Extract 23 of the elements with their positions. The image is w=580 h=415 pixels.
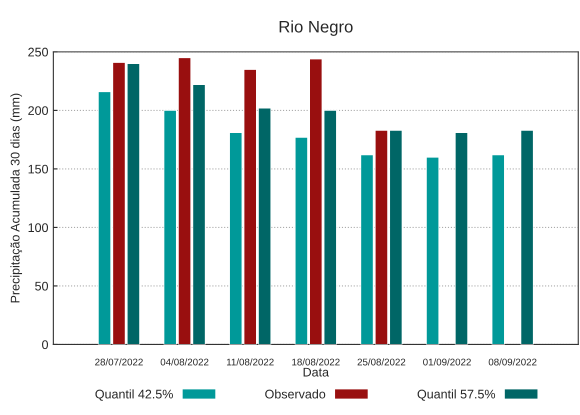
chart-title: Rio Negro [280, 20, 353, 36]
legend-label: Quantil 57.5% [418, 389, 496, 401]
y-tick-label: 50 [35, 282, 48, 291]
x-tick-label: 04/08/2022 [160, 358, 208, 366]
bar [520, 130, 534, 344]
y-axis-title: Precipitação Acumulada 30 dias (mm) [10, 94, 22, 302]
x-tick-label: 28/07/2022 [95, 358, 143, 366]
legend-label: Quantil 42.5% [95, 389, 173, 401]
bar [492, 154, 505, 344]
y-tick-label: 200 [28, 106, 48, 116]
bar [454, 132, 468, 344]
x-axis-title: Data [304, 368, 330, 377]
x-tick-label: 11/08/2022 [226, 358, 274, 366]
y-tick-label: 100 [28, 223, 48, 232]
bar [426, 156, 440, 344]
x-tick-label: 01/09/2022 [423, 358, 471, 366]
x-tick-label: 08/09/2022 [488, 358, 536, 366]
x-tick-label: 18/08/2022 [292, 358, 340, 366]
y-tick-label: 150 [28, 164, 48, 174]
legend-label: Observado [265, 389, 326, 399]
y-tick-label: 250 [28, 48, 48, 57]
y-tick-label: 0 [42, 340, 48, 350]
x-tick-label: 25/08/2022 [358, 358, 406, 366]
